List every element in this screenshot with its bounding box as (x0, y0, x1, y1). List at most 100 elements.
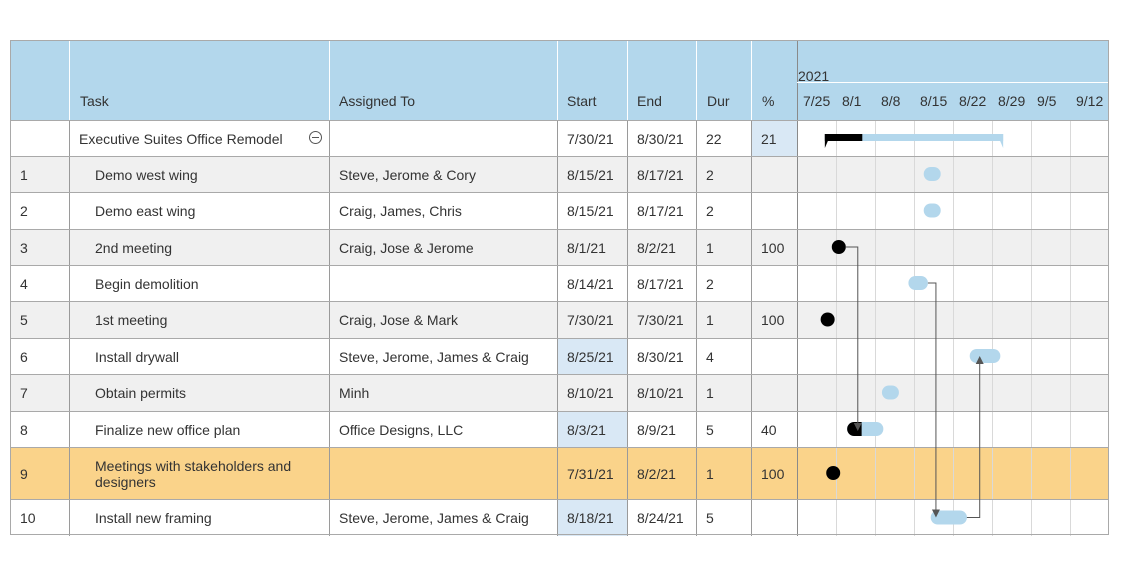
start-cell-highlight (557, 412, 627, 447)
task-name[interactable]: Install new framing (95, 510, 212, 526)
task-name[interactable]: Install drywall (95, 348, 180, 365)
task-name[interactable]: Demo west wing (95, 166, 198, 183)
task-name[interactable]: Meetings with stakeholders and designers (95, 457, 292, 490)
end-date[interactable]: 8/2/21 (637, 239, 676, 256)
assigned-to[interactable]: Steve, Jerome & Cory (339, 166, 476, 183)
start-date[interactable]: 8/15/21 (567, 203, 614, 219)
percent-complete[interactable]: 100 (761, 239, 785, 256)
table-row[interactable]: 6 Install drywall Steve, Jerome, James & C… (10, 338, 1109, 374)
start-date[interactable]: 8/25/21 (567, 348, 614, 365)
end-date[interactable]: 8/30/21 (637, 348, 684, 365)
col-header-task[interactable]: Task (80, 93, 109, 109)
gantt-sheet: 2021 Task Assigned To Start End Dur % 7/… (10, 40, 1109, 536)
task-bar (930, 510, 967, 525)
table-row[interactable]: 8 Finalize new office plan Office Designs,… (10, 411, 1109, 447)
start-date[interactable]: 7/30/21 (567, 312, 614, 328)
table-row[interactable]: 9 Meetings with stakeholders and designer… (10, 447, 1109, 499)
end-date[interactable]: 8/17/21 (637, 203, 684, 219)
end-date[interactable]: 8/9/21 (637, 421, 676, 438)
table-row[interactable]: 3 2nd meeting Craig, Jose & Jerome 8/1/21 8/… (10, 229, 1109, 265)
assigned-to[interactable]: Office Designs, LLC (339, 421, 464, 438)
task-name[interactable]: 1st meeting (95, 312, 168, 328)
dependency-arrowhead (975, 356, 984, 364)
col-header-start[interactable]: Start (567, 93, 597, 109)
assigned-to[interactable]: Craig, James, Chris (339, 203, 462, 219)
milestone-marker (826, 466, 841, 480)
duration[interactable]: 1 (706, 465, 714, 482)
table-row[interactable]: 5 1st meeting Craig, Jose & Mark 7/30/21 7/3… (10, 301, 1109, 338)
col-header-dur[interactable]: Dur (707, 93, 730, 109)
end-date[interactable]: 8/17/21 (637, 166, 684, 183)
task-name[interactable]: Executive Suites Office Remodel (79, 130, 283, 147)
dependency-arrowhead (931, 509, 940, 518)
row-number[interactable]: 3 (20, 239, 28, 256)
duration[interactable]: 22 (706, 130, 722, 147)
percent-complete[interactable]: 40 (761, 421, 777, 438)
assigned-to[interactable]: Steve, Jerome, James & Craig (339, 348, 529, 365)
row-number[interactable]: 9 (20, 465, 28, 482)
end-date[interactable]: 8/24/21 (637, 510, 684, 526)
row-number[interactable]: 1 (20, 166, 28, 183)
col-header-end[interactable]: End (637, 93, 662, 109)
duration[interactable]: 4 (706, 348, 714, 365)
col-header-pct[interactable]: % (762, 93, 775, 109)
week-label: 9/5 (1037, 93, 1057, 109)
assigned-to[interactable]: Minh (339, 385, 370, 401)
start-date[interactable]: 8/18/21 (567, 510, 614, 526)
duration[interactable]: 5 (706, 510, 714, 526)
table-row[interactable]: 10 Install new framing Steve, Jerome, Jame… (10, 499, 1109, 536)
table-row[interactable]: 7 Obtain permits Minh 8/10/21 8/10/21 1 (10, 374, 1109, 411)
assigned-to[interactable]: Craig, Jose & Mark (339, 312, 459, 328)
start-date[interactable]: 8/10/21 (567, 385, 614, 401)
week-label: 8/8 (881, 93, 901, 109)
duration[interactable]: 1 (706, 312, 714, 328)
percent-complete[interactable]: 100 (761, 465, 785, 482)
year-label: 2021 (798, 68, 830, 84)
percent-cell-highlight (751, 121, 797, 156)
duration[interactable]: 1 (706, 239, 714, 256)
summary-left-cap (824, 134, 831, 148)
row-number[interactable]: 10 (20, 510, 36, 526)
row-number[interactable]: 6 (20, 348, 28, 365)
duration[interactable]: 2 (706, 275, 714, 292)
task-name[interactable]: Obtain permits (95, 385, 187, 401)
week-label: 8/1 (842, 93, 862, 109)
end-date[interactable]: 8/10/21 (637, 385, 684, 401)
end-date[interactable]: 8/2/21 (637, 465, 676, 482)
week-label: 9/12 (1076, 93, 1104, 109)
collapse-icon[interactable] (309, 131, 322, 144)
start-date[interactable]: 7/31/21 (567, 465, 614, 482)
start-date[interactable]: 8/14/21 (567, 275, 614, 292)
task-name[interactable]: 2nd meeting (95, 239, 173, 256)
summary-progress (824, 134, 863, 141)
percent-complete[interactable]: 21 (761, 130, 777, 147)
task-name[interactable]: Begin demolition (95, 275, 199, 292)
row-number[interactable]: 7 (20, 385, 28, 401)
start-date[interactable]: 8/3/21 (567, 421, 606, 438)
assigned-to[interactable]: Craig, Jose & Jerome (339, 239, 474, 256)
task-name[interactable]: Demo east wing (95, 203, 196, 219)
task-name[interactable]: Finalize new office plan (95, 421, 241, 438)
end-date[interactable]: 8/30/21 (637, 130, 684, 147)
duration[interactable]: 5 (706, 421, 714, 438)
row-number[interactable]: 4 (20, 275, 28, 292)
duration[interactable]: 2 (706, 203, 714, 219)
summary-right-cap (997, 134, 1004, 148)
end-date[interactable]: 7/30/21 (637, 312, 684, 328)
duration[interactable]: 1 (706, 385, 714, 401)
start-date[interactable]: 7/30/21 (567, 130, 614, 147)
percent-complete[interactable]: 100 (761, 312, 785, 328)
milestone-marker (881, 385, 899, 400)
start-date[interactable]: 8/1/21 (567, 239, 606, 256)
row-number[interactable]: 2 (20, 203, 28, 219)
assigned-to[interactable]: Steve, Jerome, James & Craig (339, 510, 529, 526)
col-header-assigned[interactable]: Assigned To (339, 93, 416, 109)
summary-bar (824, 134, 1004, 141)
row-number[interactable]: 8 (20, 421, 28, 438)
week-label: 8/22 (959, 93, 987, 109)
row-number[interactable]: 5 (20, 312, 28, 328)
week-label: 7/25 (803, 93, 831, 109)
duration[interactable]: 2 (706, 166, 714, 183)
start-date[interactable]: 8/15/21 (567, 166, 614, 183)
end-date[interactable]: 8/17/21 (637, 275, 684, 292)
